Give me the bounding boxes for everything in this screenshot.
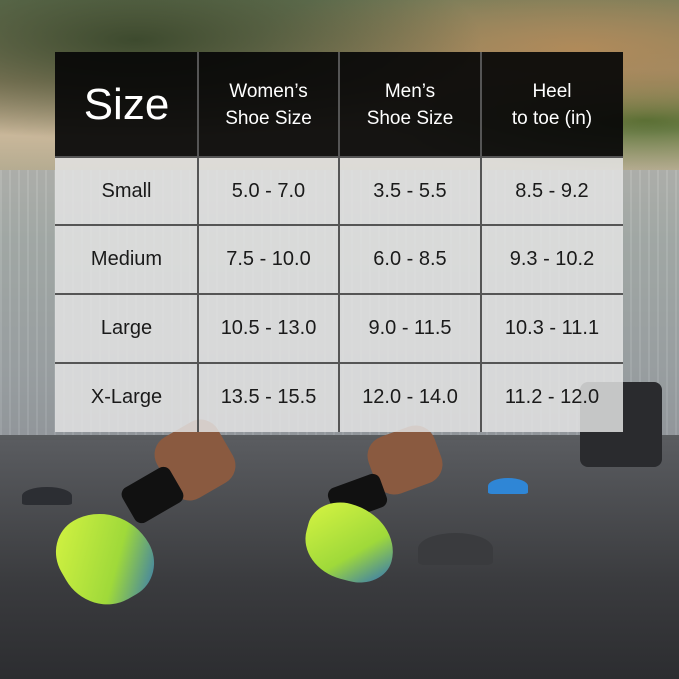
row-size-label: X-Large [55, 363, 198, 432]
table-cell: 10.3 - 11.1 [481, 294, 623, 363]
cone-dark [22, 487, 72, 505]
row-divider [55, 362, 623, 364]
row-divider [55, 224, 623, 226]
column-divider [480, 52, 482, 432]
column-divider [197, 52, 199, 432]
cone-blue [488, 478, 528, 494]
table-cell: 3.5 - 5.5 [339, 157, 481, 225]
row-size-label: Large [55, 294, 198, 363]
table-cell: 12.0 - 14.0 [339, 363, 481, 432]
size-chart-table: Size Women’s Shoe Size Men’s Shoe Size Heel… [55, 52, 623, 432]
table-cell: 9.0 - 11.5 [339, 294, 481, 363]
table-cell: 13.5 - 15.5 [198, 363, 339, 432]
table-cell: 6.0 - 8.5 [339, 225, 481, 294]
header-size: Size [55, 52, 198, 157]
row-divider [55, 156, 623, 158]
table-cell: 9.3 - 10.2 [481, 225, 623, 294]
header-heel-to-toe: Heel to toe (in) [481, 52, 623, 157]
table-cell: 5.0 - 7.0 [198, 157, 339, 225]
row-size-label: Medium [55, 225, 198, 294]
column-divider [338, 52, 340, 432]
header-mens-shoe-size: Men’s Shoe Size [339, 52, 481, 157]
row-size-label: Small [55, 157, 198, 225]
table-cell: 10.5 - 13.0 [198, 294, 339, 363]
header-womens-shoe-size: Women’s Shoe Size [198, 52, 339, 157]
cone-gray [418, 533, 493, 565]
table-cell: 11.2 - 12.0 [481, 363, 623, 432]
table-cell: 7.5 - 10.0 [198, 225, 339, 294]
row-divider [55, 293, 623, 295]
table-cell: 8.5 - 9.2 [481, 157, 623, 225]
